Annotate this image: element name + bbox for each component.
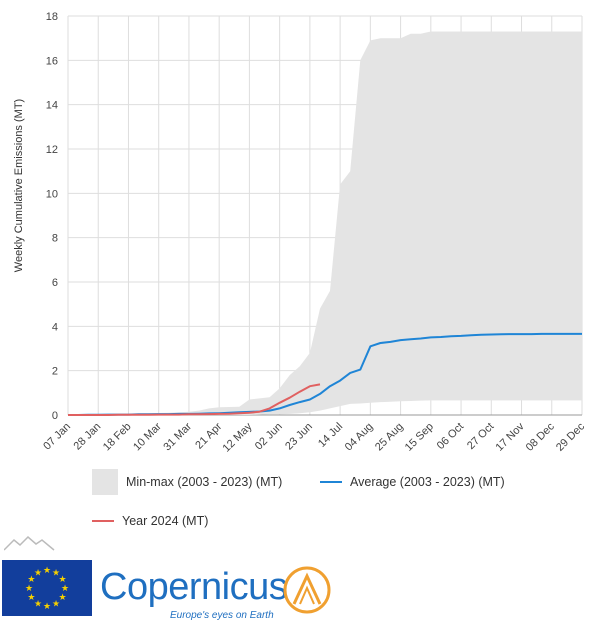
y-tick-label: 6	[52, 277, 58, 289]
eu-star-icon: ★	[27, 575, 35, 585]
eu-star-icon: ★	[59, 593, 67, 603]
y-tick-label: 0	[52, 410, 58, 422]
y-tick-label: 12	[46, 144, 58, 156]
legend-item-min-max[interactable]: Min-max (2003 - 2023) (MT)	[92, 469, 282, 495]
x-tick-label: 31 Mar	[161, 420, 194, 453]
eu-star-icon: ★	[43, 566, 51, 576]
copernicus-emblem-icon	[283, 566, 331, 614]
average-line-swatch-icon	[320, 481, 342, 483]
year-2024-line	[68, 383, 321, 416]
legend-label-average: Average (2003 - 2023) (MT)	[350, 475, 505, 489]
x-tick-label: 10 Mar	[131, 420, 164, 453]
min-max-band	[68, 31, 582, 415]
y-tick-label: 8	[52, 233, 58, 245]
y-axis-label: Weekly Cumulative Emissions (MT)	[13, 99, 25, 272]
x-tick-label: 29 Dec	[554, 420, 587, 453]
y-tick-label: 4	[52, 321, 58, 333]
legend-label-year: Year 2024 (MT)	[122, 514, 209, 528]
x-tick-label: 21 Apr	[193, 420, 224, 451]
band-swatch-icon	[92, 469, 118, 495]
y-tick-label: 14	[46, 100, 58, 112]
eu-flag-icon: ★ ★ ★ ★ ★ ★ ★ ★ ★ ★ ★ ★	[2, 560, 92, 616]
x-tick-label: 15 Sep	[403, 421, 436, 454]
legend-item-average[interactable]: Average (2003 - 2023) (MT)	[320, 475, 505, 489]
y-tick-label: 10	[46, 188, 58, 200]
x-tick-label: 14 Jul	[316, 421, 345, 450]
y-tick-label: 18	[46, 11, 58, 23]
x-tick-label: 17 Nov	[494, 420, 527, 453]
footer-logos: ★ ★ ★ ★ ★ ★ ★ ★ ★ ★ ★ ★ Copernicus Europe's eyes on…	[0, 530, 600, 621]
copernicus-tagline: Europe's eyes on Earth	[170, 610, 274, 621]
y-axis-ticks: 0 2 4 6 8 10 12 14 16 18	[46, 11, 58, 422]
eu-star-icon: ★	[34, 600, 42, 610]
mountain-outline-icon	[4, 535, 55, 551]
y-tick-label: 16	[46, 55, 58, 67]
x-tick-label: 25 Aug	[373, 421, 406, 454]
eu-star-icon: ★	[52, 568, 60, 578]
x-tick-label: 07 Jan	[41, 421, 73, 453]
x-tick-label: 28 Jan	[72, 421, 104, 453]
legend-label-min-max: Min-max (2003 - 2023) (MT)	[126, 475, 283, 489]
x-tick-label: 06 Oct	[435, 421, 466, 452]
eu-star-icon: ★	[59, 575, 67, 585]
eu-star-icon: ★	[43, 602, 51, 612]
series-lines-layer	[68, 332, 582, 416]
x-tick-label: 23 Jun	[283, 421, 315, 453]
x-tick-label: 04 Aug	[343, 421, 376, 454]
year-line-swatch-icon	[92, 520, 114, 522]
eu-star-icon: ★	[52, 600, 60, 610]
x-tick-label: 08 Dec	[524, 420, 557, 453]
eu-star-icon: ★	[61, 584, 69, 594]
copernicus-wordmark: Copernicus	[100, 566, 288, 608]
min-max-band-layer	[68, 31, 582, 415]
x-tick-label: 18 Feb	[101, 421, 134, 454]
x-tick-label: 12 May	[221, 420, 255, 454]
y-tick-label: 2	[52, 366, 58, 378]
eu-star-icon: ★	[34, 568, 42, 578]
eu-star-icon: ★	[27, 593, 35, 603]
x-tick-label: 02 Jun	[253, 421, 285, 453]
legend-item-year[interactable]: Year 2024 (MT)	[92, 514, 208, 528]
eu-star-icon: ★	[25, 584, 33, 594]
x-tick-label: 27 Oct	[465, 421, 496, 452]
